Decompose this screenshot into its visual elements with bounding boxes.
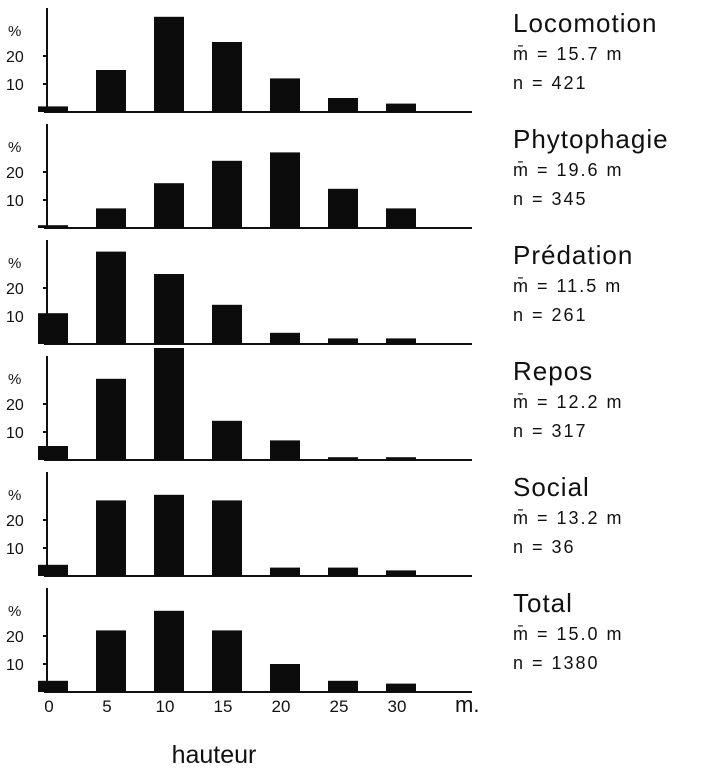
x-tick-label: 5	[102, 697, 111, 716]
x-tick-label: 30	[388, 697, 407, 716]
bar	[96, 630, 126, 692]
bar	[386, 570, 416, 576]
bar	[270, 78, 300, 112]
x-tick-label: 15	[214, 697, 233, 716]
x-tick-label: 0	[44, 697, 53, 716]
x-tick-label: 25	[330, 697, 349, 716]
bar	[386, 457, 416, 460]
bar	[270, 440, 300, 460]
bar	[96, 208, 126, 228]
bar	[212, 500, 242, 576]
y-unit-label: %	[8, 23, 21, 40]
panel-mean: m̄ = 13.2 m	[513, 508, 624, 528]
panel-social: % 20 10 Social m̄ = 13.2 m n = 36	[6, 472, 624, 577]
bar	[96, 251, 126, 344]
panel-mean: m̄ = 15.0 m	[513, 624, 624, 644]
panel-mean: m̄ = 12.2 m	[513, 392, 624, 412]
bar	[154, 348, 184, 460]
bar	[386, 208, 416, 228]
panel-n: n = 1380	[513, 653, 600, 673]
panel-total: % 20 10 Total m̄ = 15.0 m n = 1380	[6, 588, 624, 693]
y-tick-label: 20	[6, 629, 24, 646]
y-unit-label: %	[8, 603, 21, 620]
panel-title: Total	[513, 588, 573, 618]
y-tick-label: 10	[6, 77, 24, 94]
bar	[38, 446, 68, 460]
y-tick-label: 20	[6, 281, 24, 298]
panel-prédation: % 20 10 Prédation m̄ = 11.5 m n = 261	[6, 240, 633, 345]
bar	[154, 494, 184, 576]
bar	[154, 274, 184, 344]
y-tick-label: 20	[6, 49, 24, 66]
bar	[270, 567, 300, 576]
bar	[328, 567, 358, 576]
bar	[96, 378, 126, 460]
bar	[38, 680, 68, 692]
bar	[38, 225, 68, 228]
x-tick-label: 20	[272, 697, 291, 716]
bar	[212, 630, 242, 692]
panel-locomotion: % 20 10 Locomotion m̄ = 15.7 m n = 421	[6, 8, 657, 113]
bar	[154, 16, 184, 112]
y-unit-label: %	[8, 139, 21, 156]
panel-n: n = 261	[513, 305, 588, 325]
bar	[96, 70, 126, 112]
bar	[212, 160, 242, 228]
panel-mean: m̄ = 19.6 m	[513, 160, 624, 180]
panel-repos: % 20 10 Repos m̄ = 12.2 m n = 317	[6, 348, 624, 461]
panel-n: n = 36	[513, 537, 576, 557]
panel-mean: m̄ = 11.5 m	[513, 276, 622, 296]
bar	[328, 188, 358, 228]
bar	[270, 664, 300, 692]
bar	[270, 152, 300, 228]
bar	[96, 500, 126, 576]
y-tick-label: 10	[6, 193, 24, 210]
bar	[328, 457, 358, 460]
panel-title: Locomotion	[513, 8, 657, 38]
bar	[386, 338, 416, 344]
y-tick-label: 10	[6, 657, 24, 674]
y-tick-label: 20	[6, 513, 24, 530]
y-tick-label: 10	[6, 425, 24, 442]
panel-phytophagie: % 20 10 Phytophagie m̄ = 19.6 m n = 345	[6, 124, 669, 229]
bar	[212, 420, 242, 460]
bar	[328, 680, 358, 692]
panel-title: Prédation	[513, 240, 633, 270]
bar	[212, 42, 242, 112]
panel-n: n = 317	[513, 421, 588, 441]
y-tick-label: 20	[6, 397, 24, 414]
panel-title: Repos	[513, 356, 593, 386]
y-unit-label: %	[8, 255, 21, 272]
bar	[328, 338, 358, 344]
x-unit-label: m.	[455, 692, 479, 717]
y-unit-label: %	[8, 371, 21, 388]
x-axis-title: hauteur	[172, 741, 257, 769]
bar	[38, 106, 68, 112]
panel-n: n = 345	[513, 189, 588, 209]
bar	[212, 304, 242, 344]
bar	[38, 564, 68, 576]
bar	[386, 683, 416, 692]
panel-n: n = 421	[513, 73, 588, 93]
bar	[328, 98, 358, 112]
panel-title: Phytophagie	[513, 124, 669, 154]
y-tick-label: 10	[6, 309, 24, 326]
bar	[270, 332, 300, 344]
bar	[38, 313, 68, 344]
x-tick-label: 10	[156, 697, 175, 716]
bar	[386, 103, 416, 112]
bar	[154, 183, 184, 228]
bar	[154, 610, 184, 692]
panel-mean: m̄ = 15.7 m	[513, 44, 624, 64]
panel-title: Social	[513, 472, 590, 502]
y-tick-label: 10	[6, 541, 24, 558]
y-unit-label: %	[8, 487, 21, 504]
y-tick-label: 20	[6, 165, 24, 182]
